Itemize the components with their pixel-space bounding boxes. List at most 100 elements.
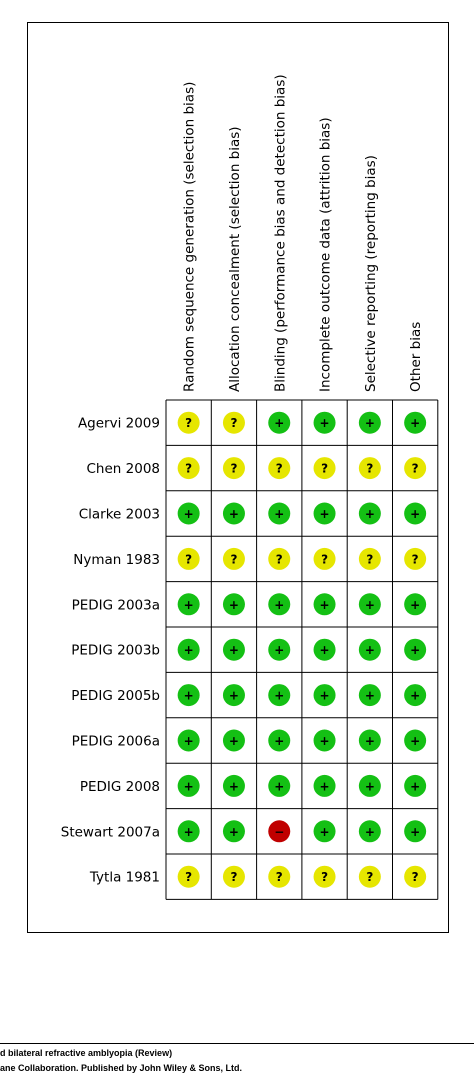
judgment-symbol: ?: [321, 462, 328, 476]
judgment-dot: [177, 502, 200, 525]
judgment-symbol: +: [274, 598, 284, 612]
judgment-symbol: +: [184, 779, 194, 793]
judgment-symbol: +: [410, 779, 420, 793]
judgment-dot: [268, 593, 291, 616]
judgment-dot: [222, 774, 245, 797]
judgment-symbol: ?: [276, 552, 283, 566]
judgment-dot: [404, 547, 427, 570]
judgment-dot: [177, 547, 200, 570]
judgment-symbol: +: [410, 643, 420, 657]
judgment-symbol: ?: [185, 462, 192, 476]
study-name: Clarke 2003: [79, 507, 160, 523]
judgment-symbol: +: [365, 643, 375, 657]
judgment-symbol: +: [410, 507, 420, 521]
judgment-dot: [222, 547, 245, 570]
judgment-dot: [358, 865, 381, 888]
judgment-dot: [404, 820, 427, 843]
judgment-symbol: ?: [412, 870, 419, 884]
figure-frame: [27, 22, 449, 933]
judgment-dot: [268, 457, 291, 480]
judgment-dot: [404, 411, 427, 434]
judgment-symbol: ?: [321, 552, 328, 566]
judgment-dot: [358, 638, 381, 661]
study-name: Chen 2008: [87, 461, 161, 477]
judgment-symbol: +: [184, 598, 194, 612]
judgment-symbol: +: [320, 598, 330, 612]
judgment-dot: [268, 547, 291, 570]
judgment-symbol: ?: [185, 870, 192, 884]
study-name: Agervi 2009: [78, 416, 160, 432]
study-name: PEDIG 2005b: [71, 688, 160, 704]
judgment-dot: [313, 547, 336, 570]
judgment-dot: [177, 684, 200, 707]
judgment-symbol: +: [184, 825, 194, 839]
judgment-symbol: +: [320, 779, 330, 793]
judgment-dot: [222, 593, 245, 616]
judgment-symbol: ?: [230, 552, 237, 566]
judgment-dot: [404, 865, 427, 888]
judgment-dot: [404, 684, 427, 707]
judgment-symbol: ?: [230, 416, 237, 430]
judgment-dot: [177, 774, 200, 797]
study-name: PEDIG 2003b: [71, 643, 160, 659]
judgment-dot: [358, 774, 381, 797]
judgment-dot: [268, 729, 291, 752]
judgment-symbol: +: [184, 734, 194, 748]
judgment-dot: [358, 684, 381, 707]
judgment-dot: [358, 820, 381, 843]
domain-header: Selective reporting (reporting bias): [363, 155, 379, 392]
judgment-symbol: ?: [185, 552, 192, 566]
judgment-symbol: +: [229, 689, 239, 703]
judgment-symbol: +: [274, 643, 284, 657]
judgment-dot: [358, 411, 381, 434]
judgment-dot: [222, 502, 245, 525]
judgment-symbol: +: [365, 507, 375, 521]
judgment-dot: [313, 865, 336, 888]
footer-line: d bilateral refractive amblyopia (Review…: [0, 1048, 172, 1058]
study-name: Tytla 1981: [89, 870, 160, 886]
judgment-symbol: ?: [412, 462, 419, 476]
judgment-dot: [358, 502, 381, 525]
judgment-symbol: +: [274, 507, 284, 521]
judgment-symbol: +: [229, 507, 239, 521]
domain-header: Other bias: [408, 322, 424, 392]
judgment-symbol: +: [410, 416, 420, 430]
domain-header: Incomplete outcome data (attrition bias): [318, 117, 334, 392]
footer-line: ane Collaboration. Published by John Wil…: [0, 1063, 242, 1073]
judgment-symbol: +: [320, 689, 330, 703]
judgment-dot: [268, 820, 291, 843]
judgment-dot: [313, 684, 336, 707]
judgment-dot: [177, 820, 200, 843]
judgment-dot: [177, 638, 200, 661]
judgment-symbol: ?: [366, 870, 373, 884]
judgment-symbol: ?: [230, 462, 237, 476]
study-name: PEDIG 2006a: [72, 734, 160, 750]
judgment-symbol: +: [365, 416, 375, 430]
judgment-dot: [358, 547, 381, 570]
judgment-dot: [404, 502, 427, 525]
judgment-symbol: +: [229, 598, 239, 612]
judgment-dot: [313, 638, 336, 661]
judgment-dot: [313, 820, 336, 843]
judgment-dot: [222, 729, 245, 752]
judgment-dot: [404, 638, 427, 661]
judgment-dot: [222, 638, 245, 661]
judgment-dot: [404, 729, 427, 752]
judgment-symbol: +: [320, 416, 330, 430]
judgment-symbol: +: [320, 734, 330, 748]
judgment-dot: [313, 593, 336, 616]
judgment-dot: [404, 593, 427, 616]
study-name: Stewart 2007a: [61, 824, 160, 840]
judgment-symbol: ?: [321, 870, 328, 884]
judgment-symbol: +: [320, 825, 330, 839]
judgment-symbol: +: [410, 825, 420, 839]
judgment-symbol: +: [184, 643, 194, 657]
judgment-symbol: +: [320, 643, 330, 657]
judgment-dot: [313, 729, 336, 752]
judgment-symbol: +: [274, 416, 284, 430]
judgment-dot: [268, 774, 291, 797]
judgment-dot: [222, 457, 245, 480]
judgment-symbol: +: [365, 825, 375, 839]
